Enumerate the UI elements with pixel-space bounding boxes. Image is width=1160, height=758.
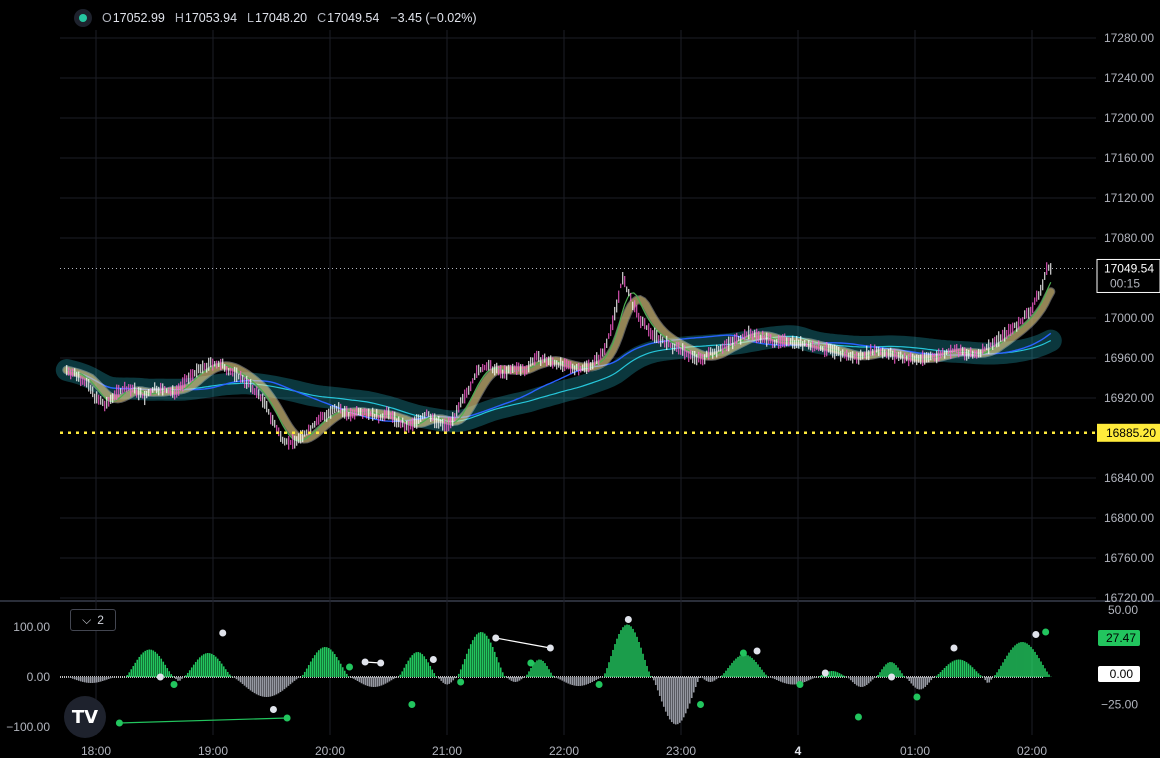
oscillator-dot [377,659,385,667]
logo-text: TV [71,706,99,728]
price-tick-label: 16800.00 [1104,511,1154,525]
close-value: 17049.54 [327,11,380,25]
close-label: C [317,11,327,25]
oscillator-left-tick: −100.00 [6,720,50,734]
time-tick-label: 01:00 [900,744,930,758]
oscillator-dot [527,659,535,667]
oscillator-histogram [60,624,1052,725]
price-tick-label: 17280.00 [1104,31,1154,45]
oscillator-dot [950,644,958,652]
oscillator-left-tick: 100.00 [13,620,50,634]
low-label: L [247,11,254,25]
price-tick-label: 17240.00 [1104,71,1154,85]
ma-slow-line [66,332,1052,422]
pane-collapse-button[interactable]: ⌵ 2 [70,609,116,631]
low-value: 17048.20 [255,11,308,25]
countdown-label: 00:15 [1110,276,1140,290]
oscillator-zero-label: 0.00 [1110,667,1134,681]
price-tick-label: 16920.00 [1104,391,1154,405]
support-level-box [1097,423,1160,442]
price-tick-label: 16960.00 [1104,351,1154,365]
oscillator-dot [697,701,704,708]
oscillator-right-tick: 50.00 [1108,603,1138,617]
oscillator-value-label: 27.47 [1106,631,1136,645]
time-tick-label: 23:00 [666,744,696,758]
oscillator-left-tick: 0.00 [27,670,51,684]
price-tick-label: 16720.00 [1104,591,1154,605]
oscillator-value-box [1098,630,1140,646]
oscillator-dot [429,656,437,663]
oscillator-dot [115,719,123,727]
oscillator-dot [546,644,554,652]
time-tick-label: 4 [795,744,802,758]
oscillator-dot [219,629,227,637]
oscillator-dot [170,681,178,688]
oscillator-dot [1042,628,1050,636]
oscillator-right-tick: −25.00 [1101,698,1138,712]
oscillator-zero-box [1098,666,1140,682]
price-tick-label: 17120.00 [1104,191,1154,205]
tradingview-logo[interactable]: TV [64,696,106,738]
support-level-label: 16885.20 [1106,426,1156,440]
oscillator-dot [595,681,603,688]
axes: 17280.00 17240.00 17200.00 17160.00 17120.00… [6,31,1154,758]
oscillator-dot [492,634,500,642]
time-tick-label: 19:00 [198,744,228,758]
oscillator-divergence-line [119,717,288,724]
time-tick-label: 22:00 [549,744,579,758]
oscillator-dot [156,673,164,681]
oscillator-dot [821,669,829,677]
oscillator-dot [1032,631,1040,638]
price-tick-label: 17000.00 [1104,311,1154,325]
oscillator-dot [753,647,761,655]
price-tick-label: 17200.00 [1104,111,1154,125]
pane-count: 2 [97,613,104,627]
last-price-label: 17049.54 [1104,261,1154,275]
oscillator-dot [739,649,747,657]
ma-long-line [66,335,1052,422]
oscillator-dot [854,713,862,721]
oscillator-dot [408,701,416,708]
price-tick-label: 16760.00 [1104,551,1154,565]
price-bars [66,262,1052,450]
status-dot-icon[interactable] [74,9,92,27]
grid [0,30,1160,735]
price-tick-label: 16840.00 [1104,471,1154,485]
oscillator-dots [67,616,1050,727]
high-label: H [174,11,184,25]
high-value: 17053.94 [184,11,238,25]
price-tick-label: 17080.00 [1104,231,1154,245]
time-tick-label: 02:00 [1017,744,1047,758]
oscillator-dot [361,658,369,666]
time-tick-label: 21:00 [432,744,462,758]
oscillator-dot [888,673,896,681]
open-label: O [102,11,112,25]
oscillator-dot [346,663,353,671]
oscillator-dot [283,714,291,722]
oscillator-dot [624,616,632,623]
last-price-box [1096,258,1160,293]
time-tick-label: 18:00 [81,744,111,758]
oscillator-dot [457,678,465,686]
oscillator-dot [269,706,277,713]
oscillator-dot [796,681,804,688]
oscillator-dot [913,693,921,701]
ohlc-legend: O17052.99 H17053.94 L17048.20 C17049.54 … [74,8,476,28]
open-value: 17052.99 [112,11,165,25]
oscillator-divergence-line [495,637,551,649]
change-value: −3.45 (−0.02%) [390,11,477,25]
price-tick-label: 17160.00 [1104,151,1154,165]
time-tick-label: 20:00 [315,744,345,758]
chevron-down-icon: ⌵ [82,612,92,627]
